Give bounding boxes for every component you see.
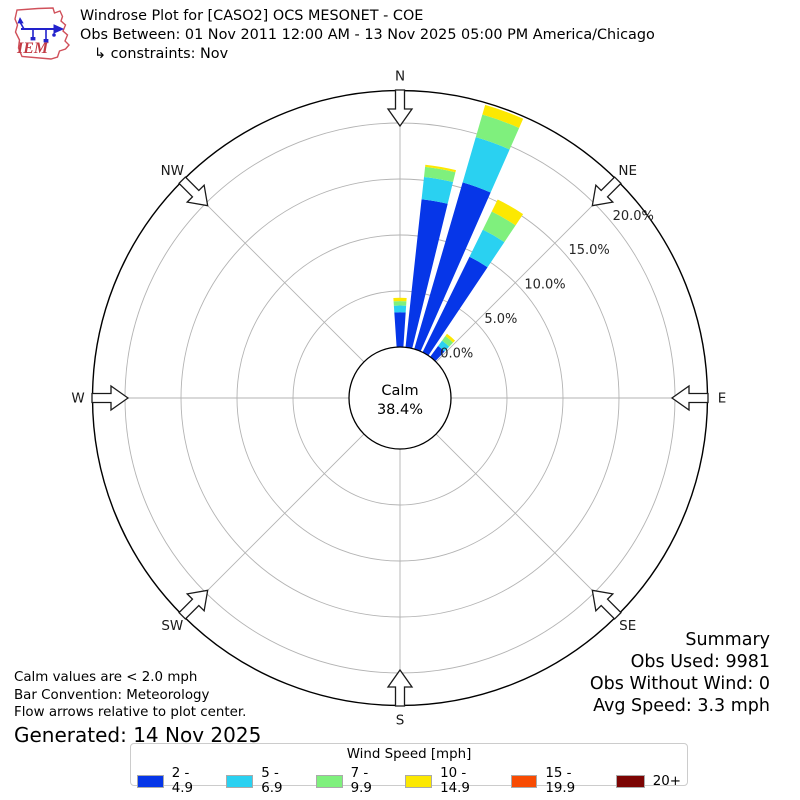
compass-label-s: S xyxy=(396,713,405,729)
legend-swatch-icon xyxy=(226,774,254,788)
compass-label-sw: SW xyxy=(161,618,183,634)
legend-entry: 2 - 4.9 xyxy=(137,766,211,796)
wind-bar-segment xyxy=(442,336,454,347)
summary-block: Summary Obs Used: 9981 Obs Without Wind:… xyxy=(590,629,770,717)
wind-bar-segment xyxy=(393,305,407,313)
summary-avg-speed: Avg Speed: 3.3 mph xyxy=(593,696,770,716)
wind-bar-segment xyxy=(430,345,445,362)
grid-spoke xyxy=(435,180,618,363)
legend-entry: 5 - 6.9 xyxy=(226,766,300,796)
legend-entry: 10 - 14.9 xyxy=(405,766,495,796)
logo-text: IEM xyxy=(16,40,49,57)
summary-title: Summary xyxy=(685,630,770,650)
legend-label: 20+ xyxy=(652,773,681,789)
generated-timestamp: Generated: 14 Nov 2025 xyxy=(14,722,262,747)
flow-arrow-nw xyxy=(178,176,209,207)
wind-bar-segment xyxy=(425,164,456,173)
iowa-outline-icon xyxy=(14,7,70,60)
ring-label: 10.0% xyxy=(524,278,565,293)
wind-bar-segment xyxy=(422,256,488,356)
compass-label-se: SE xyxy=(619,618,636,634)
legend-label: 5 - 6.9 xyxy=(261,766,283,796)
summary-obs-used: Obs Used: 9981 xyxy=(630,652,770,672)
flow-arrow-s xyxy=(386,668,414,707)
chart-constraints: ↳ constraints: Nov xyxy=(94,46,229,62)
flow-arrow-e xyxy=(670,384,709,412)
footnotes-block: Calm values are < 2.0 mph Bar Convention… xyxy=(14,669,261,747)
legend-entries: 2 - 4.9 5 - 6.9 7 - 9.9 10 - 14.9 15 - 19.9 2… xyxy=(137,766,681,796)
wind-bar-segment xyxy=(475,114,520,150)
iem-logo: IEM xyxy=(8,4,70,62)
calm-label: Calm xyxy=(381,383,418,399)
wind-bar-segment xyxy=(482,211,516,243)
chart-subtitle: Obs Between: 01 Nov 2011 12:00 AM - 13 N… xyxy=(80,27,655,43)
wind-bar-segment xyxy=(405,199,448,349)
ring-label: 5.0% xyxy=(484,312,517,327)
wind-bar-segment xyxy=(482,104,524,128)
summary-obs-without-wind: Obs Without Wind: 0 xyxy=(589,674,770,694)
title-block: Windrose Plot for [CASO2] OCS MESONET - … xyxy=(80,7,655,64)
legend-swatch-icon xyxy=(405,774,433,788)
footnote-arrows: Flow arrows relative to plot center. xyxy=(14,705,247,721)
wind-bar-segment xyxy=(393,297,407,302)
ring-label: 15.0% xyxy=(568,243,609,258)
wind-bar-segment xyxy=(414,182,491,352)
wind-vane-icon xyxy=(17,17,65,43)
wind-bar-segment xyxy=(393,301,407,306)
compass-label-w: W xyxy=(71,391,84,407)
calm-circle xyxy=(348,346,452,450)
legend-entry: 7 - 9.9 xyxy=(315,766,390,796)
legend-entry: 15 - 19.9 xyxy=(510,766,601,796)
wind-bar-segment xyxy=(394,312,406,348)
compass-label-e: E xyxy=(718,391,727,407)
wind-bar-segment xyxy=(424,166,456,183)
legend-title: Wind Speed [mph] xyxy=(346,747,472,762)
grid-spoke xyxy=(435,433,618,616)
legend-label: 2 - 4.9 xyxy=(171,766,194,796)
legend-swatch-icon xyxy=(315,774,343,788)
wind-bar-segment xyxy=(462,137,510,193)
ring-label: 20.0% xyxy=(613,209,654,224)
wind-bar-segment xyxy=(421,176,454,204)
footnote-calm: Calm values are < 2.0 mph xyxy=(14,670,198,685)
footnote-convention: Bar Convention: Meteorology xyxy=(14,687,210,703)
flow-arrow-w xyxy=(91,384,130,412)
ring-label: 0.0% xyxy=(440,347,473,362)
wind-bar-segment xyxy=(438,340,450,352)
legend-swatch-icon xyxy=(510,774,538,788)
wind-bar-segment xyxy=(469,229,505,268)
legend-entry: 20+ xyxy=(615,773,681,789)
flow-arrow-sw xyxy=(178,589,209,620)
compass-label-ne: NE xyxy=(618,163,637,179)
legend-swatch-icon xyxy=(615,774,645,788)
compass-label-n: N xyxy=(395,69,405,85)
legend-label: 10 - 14.9 xyxy=(440,766,470,796)
flow-arrow-n xyxy=(386,89,414,128)
calm-value: 38.4% xyxy=(377,402,423,418)
legend-label: 7 - 9.9 xyxy=(350,766,372,796)
grid-spoke xyxy=(182,433,365,616)
legend-swatch-icon xyxy=(137,774,164,788)
flow-arrow-se xyxy=(591,589,622,620)
flow-arrow-ne xyxy=(591,176,622,207)
grid-spoke xyxy=(182,180,365,363)
wind-speed-legend: Wind Speed [mph] 2 - 4.9 5 - 6.9 7 - 9.9 10… xyxy=(130,743,688,796)
wind-bar-segment xyxy=(491,199,524,226)
legend-label: 15 - 19.9 xyxy=(545,766,576,796)
chart-title: Windrose Plot for [CASO2] OCS MESONET - … xyxy=(80,8,424,24)
wind-bar-segment xyxy=(445,333,456,343)
compass-label-nw: NW xyxy=(161,163,184,179)
